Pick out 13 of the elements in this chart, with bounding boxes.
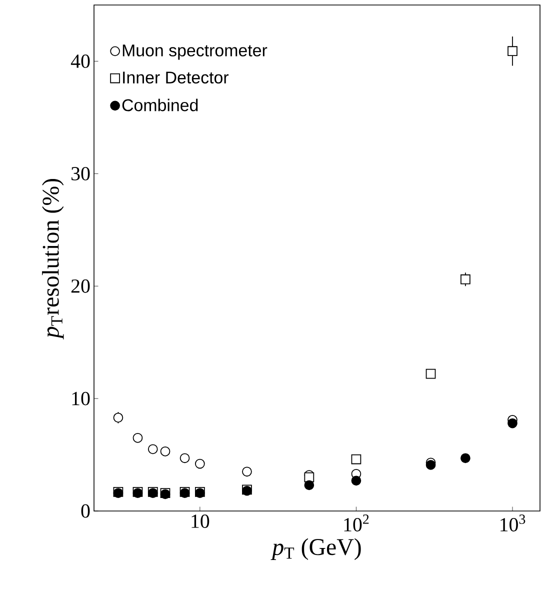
y-tick-label: 0 bbox=[81, 504, 90, 518]
legend-label: Combined bbox=[122, 98, 198, 112]
y-tick-label: 30 bbox=[72, 166, 90, 180]
x-tick-label: 10$^{2}$ bbox=[344, 514, 369, 532]
x-tick-label: 10$^{3}$ bbox=[500, 514, 526, 532]
y-axis-title: p$_{T}$resolution (%) bbox=[42, 178, 64, 340]
x-axis-title: p$_{T}$ (GeV) bbox=[270, 538, 361, 560]
x-tick-label: 10 bbox=[192, 514, 210, 528]
legend-label: Inner Detector bbox=[123, 72, 229, 84]
y-tick-label: 40 bbox=[70, 54, 90, 68]
legend-label: Muon spectrometer bbox=[122, 44, 268, 60]
y-tick-label: 10 bbox=[72, 392, 90, 406]
y-tick-label: 20 bbox=[71, 279, 90, 293]
